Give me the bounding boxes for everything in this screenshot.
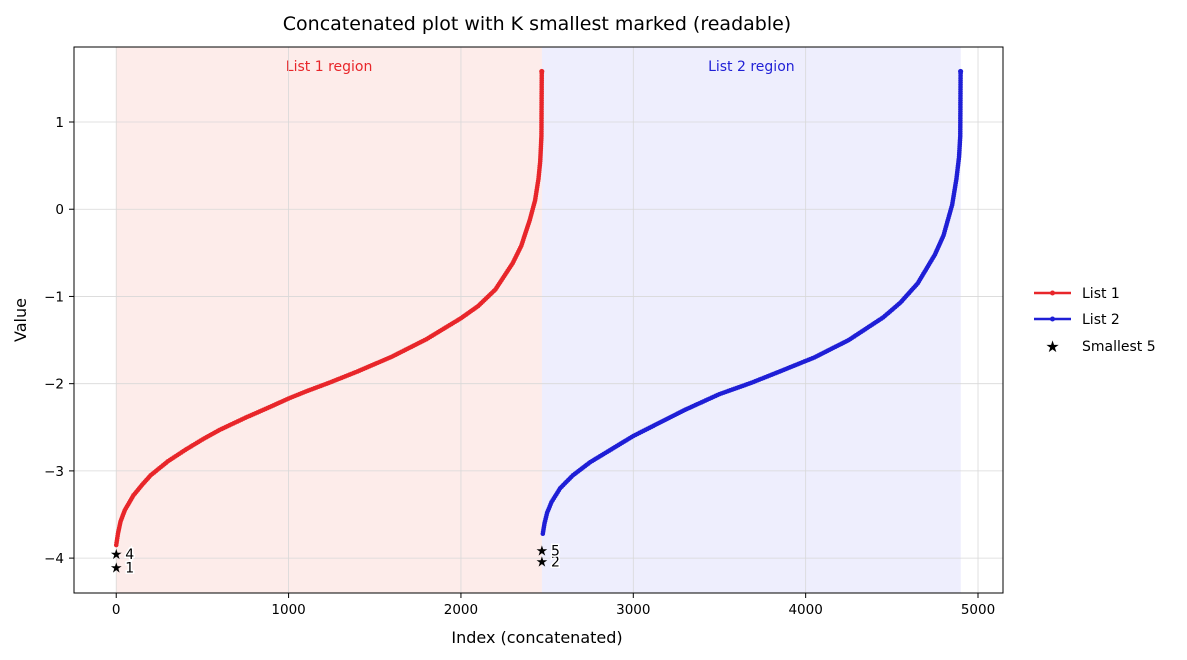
x-axis-title: Index (concatenated)	[451, 628, 622, 647]
smallest-star-2: ★	[536, 555, 549, 571]
legend-item-list-1[interactable]: List 1	[1034, 286, 1120, 302]
legend: List 1 List 2 ★ Smallest 5	[1034, 286, 1156, 356]
region-label-2: List 2 region	[708, 59, 795, 75]
smallest-star-1: ★	[110, 561, 123, 577]
legend-label-list-2: List 2	[1082, 312, 1120, 328]
y-tick-label: −2	[44, 377, 64, 393]
x-tick-label: 0	[112, 602, 121, 618]
y-tick-label: −3	[44, 464, 64, 480]
x-tick-label: 2000	[444, 602, 478, 618]
y-tick-label: −4	[44, 551, 64, 567]
y-axis-ticks: −4 −3 −2 −1 0 1	[44, 115, 74, 567]
x-tick-label: 4000	[788, 602, 822, 618]
legend-star-icon: ★	[1045, 337, 1059, 356]
legend-dot-list-2	[1050, 316, 1055, 322]
x-tick-label: 3000	[616, 602, 650, 618]
x-axis-ticks: 0 1000 2000 3000 4000 5000	[112, 593, 995, 618]
smallest-markers: ★ 1 ★ 2★ 4 ★ 5	[110, 542, 561, 578]
region-band-2	[541, 47, 961, 593]
y-tick-label: 0	[55, 202, 64, 218]
series-markers-2	[540, 68, 964, 536]
smallest-star-4: ★	[110, 547, 123, 563]
chart-title: Concatenated plot with K smallest marked…	[283, 13, 791, 35]
legend-item-smallest[interactable]: ★ Smallest 5	[1045, 337, 1155, 356]
regions: List 1 region List 2 region	[116, 47, 961, 593]
legend-label-list-1: List 1	[1082, 286, 1120, 302]
region-label-1: List 1 region	[286, 59, 373, 75]
series-layer	[113, 68, 964, 548]
x-tick-label: 1000	[271, 602, 305, 618]
smallest-label-2: 2	[551, 555, 560, 571]
x-tick-label: 5000	[961, 602, 995, 618]
smallest-label-5: 5	[551, 543, 560, 559]
series-point	[539, 68, 545, 75]
series-markers-1	[113, 68, 545, 548]
series-point	[958, 68, 964, 75]
legend-label-smallest: Smallest 5	[1082, 339, 1156, 355]
smallest-label-1: 1	[125, 561, 134, 577]
y-tick-label: −1	[44, 289, 64, 305]
smallest-label-4: 4	[125, 547, 134, 563]
region-band-1	[116, 47, 542, 593]
y-tick-label: 1	[55, 115, 64, 131]
plot-frame	[73, 46, 1004, 594]
grid	[74, 47, 1003, 593]
legend-item-list-2[interactable]: List 2	[1034, 312, 1120, 328]
smallest-star-5: ★	[536, 543, 549, 559]
y-axis-title: Value	[11, 298, 30, 342]
legend-dot-list-1	[1050, 290, 1055, 296]
